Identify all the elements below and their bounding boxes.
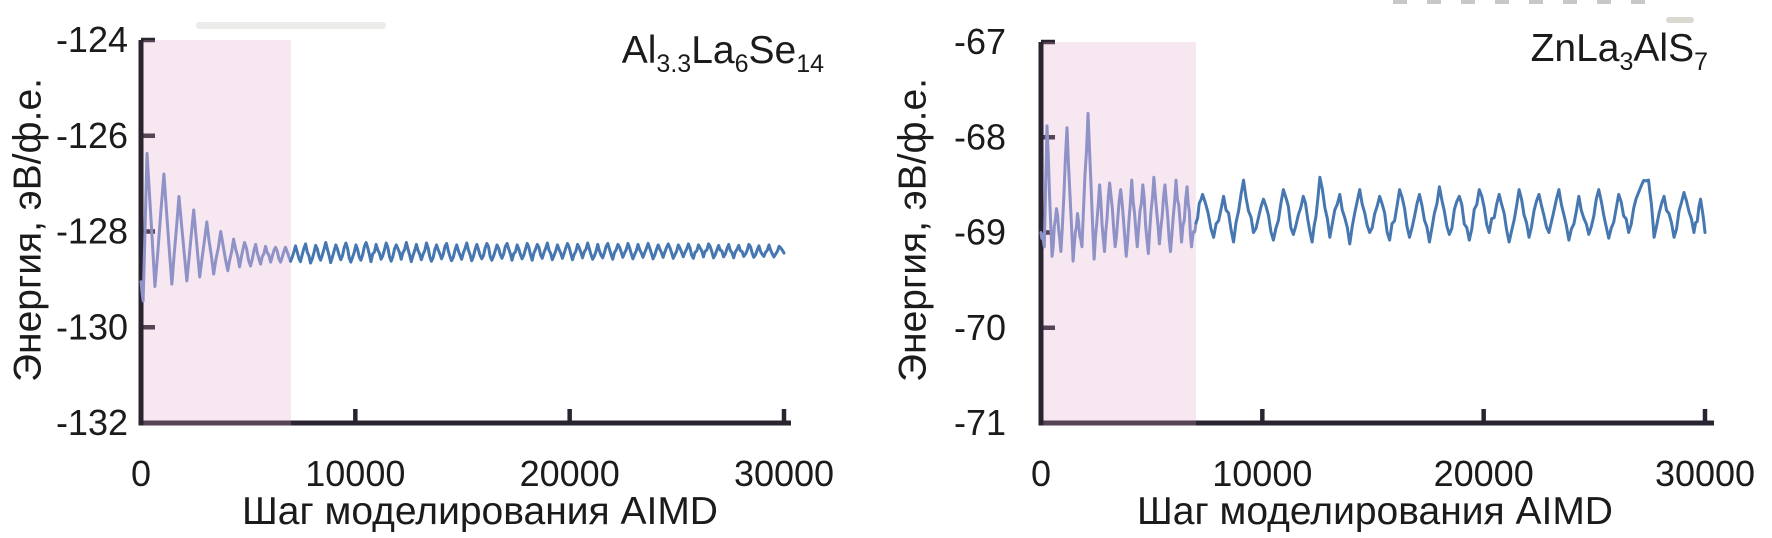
title-text: AlS bbox=[1633, 27, 1695, 70]
y-tick-label: -67 bbox=[954, 21, 1006, 62]
y-tick-label: -70 bbox=[954, 307, 1006, 348]
x-tick-label: 10000 bbox=[305, 453, 405, 494]
title-text: Se bbox=[748, 29, 797, 72]
y-tick-label: -128 bbox=[56, 211, 128, 252]
title-text: ZnLa bbox=[1530, 27, 1620, 70]
y-tick-label: -130 bbox=[56, 306, 128, 347]
x-tick-label: 30000 bbox=[1655, 453, 1755, 494]
series-line-equilibration bbox=[1039, 111, 1198, 263]
title-text: Al bbox=[621, 29, 657, 72]
series-line-production bbox=[1194, 175, 1707, 246]
chart-right-zn-la-al-s: -67 -68 -69 -70 -71 0 10000 20000 30000 ZnLa3AlS… bbox=[886, 0, 1772, 538]
x-tick-label: 0 bbox=[1031, 453, 1051, 494]
title-subscript: 14 bbox=[796, 50, 824, 78]
y-tick-label: -132 bbox=[56, 402, 128, 443]
title-text: La bbox=[691, 29, 735, 72]
axis-lines bbox=[1038, 42, 1714, 426]
x-tick-label: 20000 bbox=[1434, 453, 1534, 494]
y-axis-label-right: Энергия, эВ/ф.е. bbox=[891, 78, 935, 382]
x-tick-label: 10000 bbox=[1212, 453, 1312, 494]
axis-lines bbox=[138, 40, 791, 426]
title-subscript: 7 bbox=[1694, 48, 1708, 76]
x-axis-label-right: Шаг моделирования AIMD bbox=[1137, 490, 1613, 533]
y-tick-label: -126 bbox=[56, 115, 128, 156]
x-tick-label: 0 bbox=[131, 453, 151, 494]
x-tick-label: 20000 bbox=[520, 453, 620, 494]
title-subscript: 3 bbox=[1619, 48, 1634, 76]
series-line-production bbox=[289, 241, 786, 265]
title-subscript: 3.3 bbox=[656, 50, 692, 78]
y-tick-label: -71 bbox=[954, 402, 1006, 443]
chart-title-right: ZnLa3AlS7 bbox=[1530, 27, 1708, 75]
y-tick-label: -68 bbox=[954, 116, 1006, 157]
title-subscript: 6 bbox=[734, 50, 749, 78]
chart-left-al-la-se: -124 -126 -128 -130 -132 0 10000 20000 30000 Al3… bbox=[6, 19, 835, 533]
equilibration-region bbox=[143, 40, 292, 426]
series-line-equilibration bbox=[139, 151, 293, 303]
y-axis-label-left: Энергия, эВ/ф.е. bbox=[6, 78, 50, 382]
y-tick-label: -124 bbox=[56, 19, 128, 60]
chart-right-canvas: -67 -68 -69 -70 -71 0 10000 20000 30000 bbox=[954, 21, 1755, 494]
x-tick-label: 30000 bbox=[734, 453, 834, 494]
y-tick-label: -69 bbox=[954, 212, 1006, 253]
x-axis-label-left: Шаг моделирования AIMD bbox=[242, 490, 718, 533]
chart-title-left: Al3.3La6Se14 bbox=[621, 29, 824, 77]
